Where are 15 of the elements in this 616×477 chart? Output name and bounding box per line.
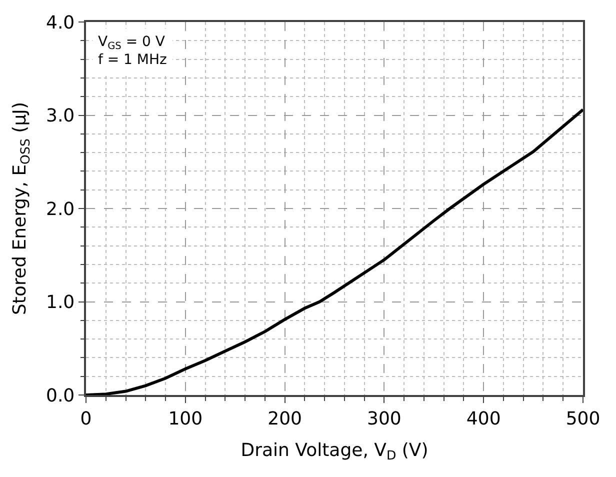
line-series xyxy=(86,108,583,395)
x-axis-title: Drain Voltage, V$_{D}$ (V) xyxy=(240,440,428,463)
y-tick-label: 2.0 xyxy=(46,198,75,220)
y-tick-label: 3.0 xyxy=(46,106,75,127)
x-tick-label: 100 xyxy=(168,408,203,430)
x-tick-label: 400 xyxy=(466,408,501,430)
x-tick-label: 300 xyxy=(367,408,402,430)
annotation: V$_{GS}$ = 0 V xyxy=(98,34,166,52)
annotation: f = 1 MHz xyxy=(98,52,167,68)
y-tick-label: 1.0 xyxy=(46,292,75,314)
x-tick-label: 500 xyxy=(566,408,600,430)
y-tick-label: 4.0 xyxy=(46,12,75,34)
x-tick-label: 0 xyxy=(80,408,92,430)
y-tick-label: 0.0 xyxy=(46,385,75,406)
x-tick-label: 200 xyxy=(268,408,302,430)
